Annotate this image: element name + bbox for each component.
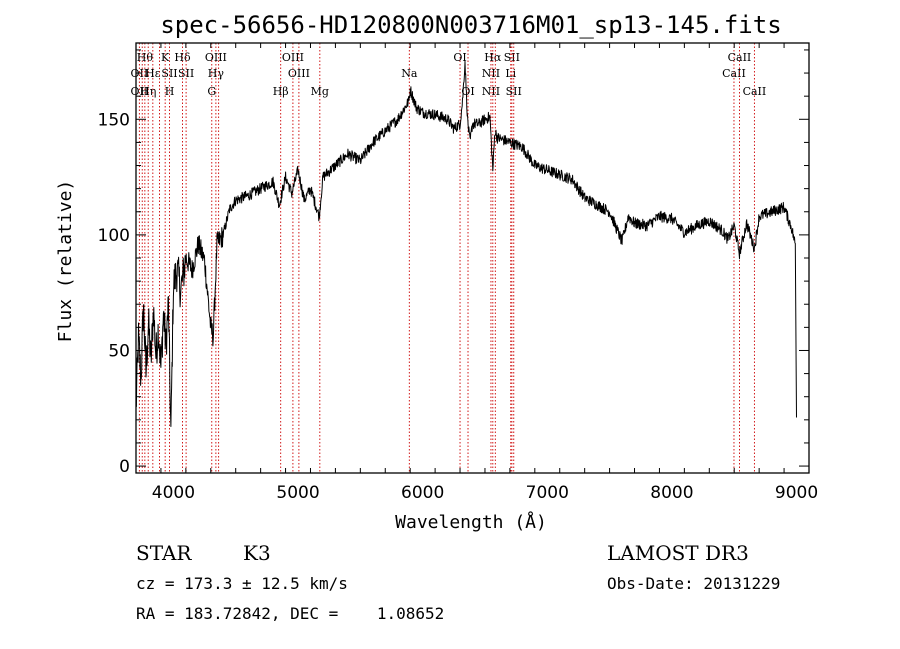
line-marker-label: OI	[461, 85, 474, 98]
object-class: STAR	[136, 541, 192, 565]
coordinates-info: RA = 183.72842, DEC = 1.08652	[136, 604, 444, 623]
line-marker-label: H	[165, 85, 175, 98]
line-marker-label: OII	[131, 85, 149, 98]
x-tick-label: 7000	[526, 483, 569, 503]
line-marker-label: Hγ	[208, 67, 225, 80]
spectral-line-markers: OIIOIIHθHηHεKSIIHHδSIIGOIIIHγHβOIIIOIIIM…	[131, 43, 767, 473]
x-tick-label: 4000	[152, 483, 195, 503]
line-marker-label: SII	[504, 51, 520, 64]
observation-date: Obs-Date: 20131229	[607, 574, 780, 593]
axis-ticks: 4000 5000 6000 7000 8000 9000 0 50 100 150	[98, 43, 818, 503]
redshift-info: cz = 173.3 ± 12.5 km/s	[136, 574, 348, 593]
survey-release: LAMOST DR3	[607, 541, 749, 565]
y-tick-label: 0	[119, 457, 130, 477]
line-marker-label: NII	[482, 85, 500, 98]
line-marker-label: Hθ	[137, 51, 154, 64]
line-marker-label: Na	[401, 67, 418, 80]
spectrum-series	[135, 60, 797, 427]
line-marker-label: SII	[178, 67, 194, 80]
line-marker-label: CaII	[722, 67, 746, 80]
y-axis-label: Flux (relative)	[55, 180, 76, 343]
line-marker-label: OIII	[282, 51, 304, 64]
chart-title: spec-56656-HD120800N003716M01_sp13-145.f…	[160, 11, 781, 39]
y-tick-label: 150	[98, 110, 130, 130]
line-marker-label: OI	[453, 51, 466, 64]
line-marker-label: Hε	[145, 67, 161, 80]
y-tick-label: 100	[98, 226, 130, 246]
line-marker-label: Li	[505, 67, 516, 80]
line-marker-label: SII	[506, 85, 522, 98]
line-marker-label: G	[207, 85, 216, 98]
line-marker-label: OIII	[205, 51, 227, 64]
line-marker-label: CaII	[743, 85, 767, 98]
line-marker-label: K	[161, 51, 170, 64]
x-tick-label: 8000	[650, 483, 693, 503]
line-marker-label: Mg	[311, 85, 329, 98]
line-marker-label: SII	[161, 67, 177, 80]
line-marker-label: NII	[482, 67, 500, 80]
line-marker-label: Hα	[484, 51, 502, 64]
x-tick-label: 9000	[775, 483, 818, 503]
line-marker-label: Hδ	[174, 51, 191, 64]
plot-frame	[135, 42, 810, 474]
object-subclass: K3	[243, 541, 271, 565]
x-tick-label: 5000	[276, 483, 319, 503]
line-marker-label: Hβ	[273, 85, 289, 98]
x-axis-label: Wavelength (Å)	[395, 511, 547, 533]
line-marker-label: Hη	[140, 85, 156, 98]
line-marker-label: CaII	[728, 51, 752, 64]
line-marker-label: OIII	[288, 67, 310, 80]
spectrum-line	[135, 60, 797, 427]
y-tick-label: 50	[108, 341, 130, 361]
x-tick-label: 6000	[401, 483, 444, 503]
